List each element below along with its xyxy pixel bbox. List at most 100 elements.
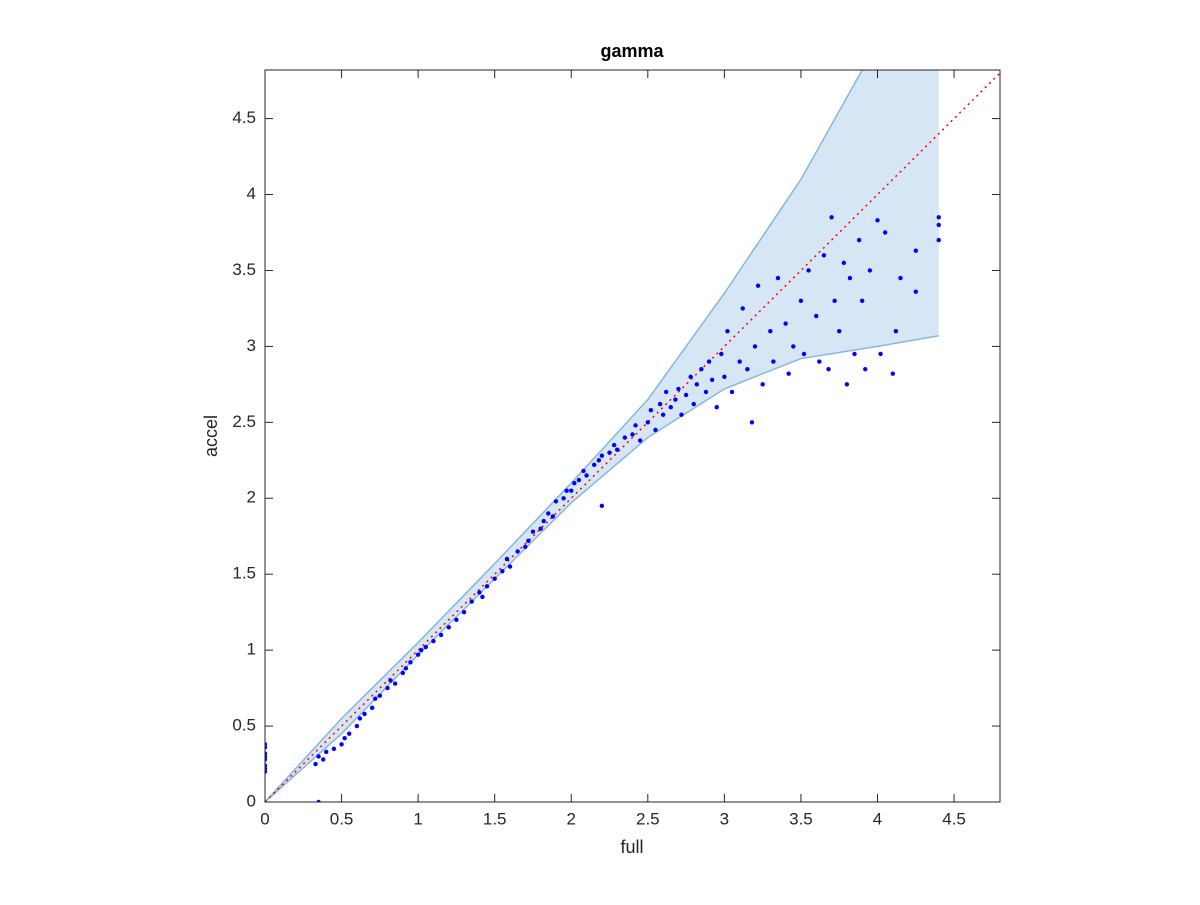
data-point — [852, 351, 857, 357]
data-point — [477, 590, 482, 595]
data-point — [936, 215, 941, 220]
data-point — [679, 412, 684, 417]
data-point — [461, 609, 467, 615]
data-point — [596, 458, 602, 463]
x-tick-label: 1.5 — [483, 809, 507, 828]
y-tick-label: 2.5 — [232, 412, 256, 431]
data-point — [703, 389, 709, 395]
data-point — [856, 237, 862, 243]
data-point — [515, 549, 520, 554]
data-point — [775, 275, 781, 281]
data-point — [438, 632, 444, 638]
data-point — [607, 450, 612, 455]
data-point — [719, 351, 724, 357]
data-point — [316, 754, 321, 759]
y-tick-label: 3 — [247, 336, 256, 355]
data-point — [385, 685, 390, 691]
data-point — [760, 382, 765, 387]
data-point — [745, 366, 750, 372]
data-point — [622, 435, 628, 440]
data-point — [592, 462, 597, 468]
data-point — [403, 666, 409, 671]
band-lower-edge — [265, 335, 939, 802]
data-point — [546, 511, 551, 516]
data-point — [859, 298, 865, 304]
data-point — [446, 625, 451, 630]
data-point — [265, 766, 268, 771]
data-point — [324, 749, 329, 755]
data-point — [408, 660, 413, 665]
data-point — [645, 420, 651, 425]
data-point — [480, 594, 485, 600]
x-tick-label: 2.5 — [636, 809, 660, 828]
data-point — [392, 681, 398, 686]
data-point — [786, 371, 791, 376]
data-point — [418, 647, 424, 653]
data-point — [347, 731, 352, 736]
data-point — [388, 678, 393, 683]
data-point — [614, 447, 620, 452]
data-point — [339, 742, 344, 747]
data-point — [357, 716, 363, 721]
data-point — [875, 218, 880, 223]
data-point — [373, 696, 378, 701]
data-point — [749, 420, 755, 425]
data-point — [660, 412, 666, 417]
data-point — [913, 248, 918, 253]
data-point — [913, 289, 918, 294]
data-point — [814, 313, 819, 319]
data-point — [768, 329, 773, 334]
data-point — [423, 644, 428, 650]
data-point — [469, 599, 474, 604]
x-axis-label: full — [620, 837, 643, 857]
x-tick-label: 4.5 — [942, 809, 966, 828]
data-point — [584, 473, 589, 478]
x-tick-label: 0 — [260, 809, 269, 828]
data-point — [706, 359, 712, 364]
data-point — [541, 518, 546, 524]
data-point — [798, 298, 804, 304]
data-point — [630, 432, 635, 437]
data-point — [821, 253, 827, 258]
data-point — [265, 754, 268, 759]
data-point — [637, 438, 643, 443]
data-point — [936, 222, 941, 228]
data-point — [265, 742, 268, 747]
data-point — [676, 386, 681, 392]
chart-title: gamma — [600, 41, 664, 61]
y-tick-label: 3.5 — [232, 260, 256, 279]
y-tick-label: 0.5 — [232, 716, 256, 735]
data-point — [673, 397, 678, 402]
data-point — [653, 427, 658, 433]
data-point — [752, 344, 758, 349]
data-point — [530, 529, 536, 534]
band-area — [265, 70, 939, 802]
data-point — [663, 389, 669, 395]
x-tick-label: 3.5 — [789, 809, 813, 828]
data-point — [500, 568, 505, 574]
data-point — [572, 480, 577, 486]
data-point — [826, 366, 831, 372]
data-point — [783, 321, 788, 326]
data-point — [553, 499, 559, 504]
data-point — [431, 638, 436, 644]
data-point — [898, 275, 903, 281]
data-point — [611, 442, 617, 448]
x-tick-label: 2 — [567, 809, 576, 828]
data-point — [526, 538, 531, 543]
data-point — [581, 468, 586, 474]
y-tick-label: 2 — [247, 488, 256, 507]
data-point — [847, 275, 853, 281]
y-tick-label: 1.5 — [232, 564, 256, 583]
data-point — [362, 711, 367, 717]
data-point — [709, 377, 715, 383]
data-point — [722, 374, 727, 379]
data-point — [688, 374, 693, 379]
data-point — [400, 670, 406, 676]
y-tick-label: 0 — [247, 791, 256, 810]
data-point — [369, 705, 375, 711]
data-point — [523, 544, 528, 550]
data-point — [504, 556, 510, 562]
data-point — [331, 746, 337, 752]
data-point — [729, 389, 735, 395]
